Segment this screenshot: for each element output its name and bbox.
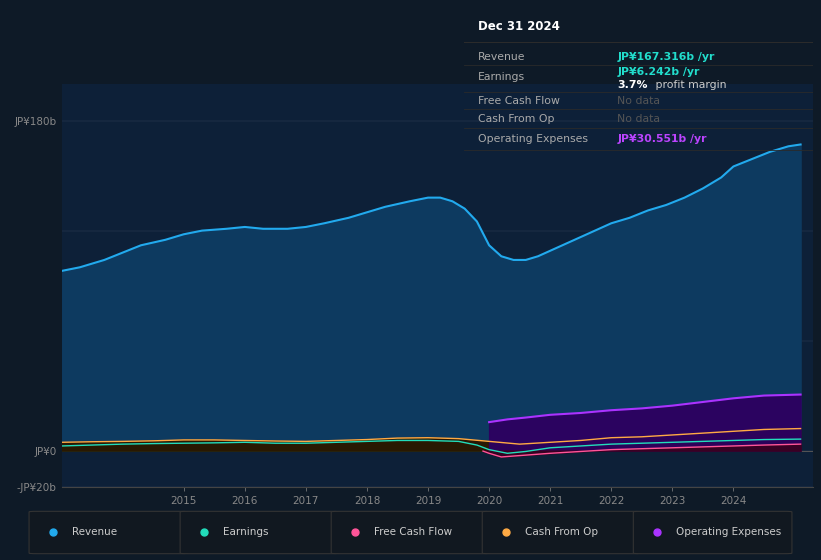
Text: Revenue: Revenue — [72, 527, 117, 537]
Text: Revenue: Revenue — [478, 52, 525, 62]
Text: Free Cash Flow: Free Cash Flow — [374, 527, 452, 537]
Text: Operating Expenses: Operating Expenses — [677, 527, 782, 537]
Text: Cash From Op: Cash From Op — [478, 114, 554, 124]
Text: JP¥167.316b /yr: JP¥167.316b /yr — [617, 52, 715, 62]
Text: Earnings: Earnings — [478, 72, 525, 82]
Text: Cash From Op: Cash From Op — [525, 527, 599, 537]
Text: No data: No data — [617, 114, 660, 124]
Text: Dec 31 2024: Dec 31 2024 — [478, 20, 560, 34]
FancyBboxPatch shape — [633, 511, 792, 554]
Text: Free Cash Flow: Free Cash Flow — [478, 96, 560, 106]
Text: No data: No data — [617, 96, 660, 106]
FancyBboxPatch shape — [180, 511, 339, 554]
Text: Earnings: Earnings — [223, 527, 268, 537]
Text: JP¥30.551b /yr: JP¥30.551b /yr — [617, 133, 707, 143]
Text: 3.7%: 3.7% — [617, 81, 648, 90]
FancyBboxPatch shape — [482, 511, 641, 554]
Text: JP¥6.242b /yr: JP¥6.242b /yr — [617, 67, 699, 77]
FancyBboxPatch shape — [331, 511, 490, 554]
Text: Operating Expenses: Operating Expenses — [478, 133, 588, 143]
FancyBboxPatch shape — [29, 511, 188, 554]
Text: profit margin: profit margin — [653, 81, 727, 90]
